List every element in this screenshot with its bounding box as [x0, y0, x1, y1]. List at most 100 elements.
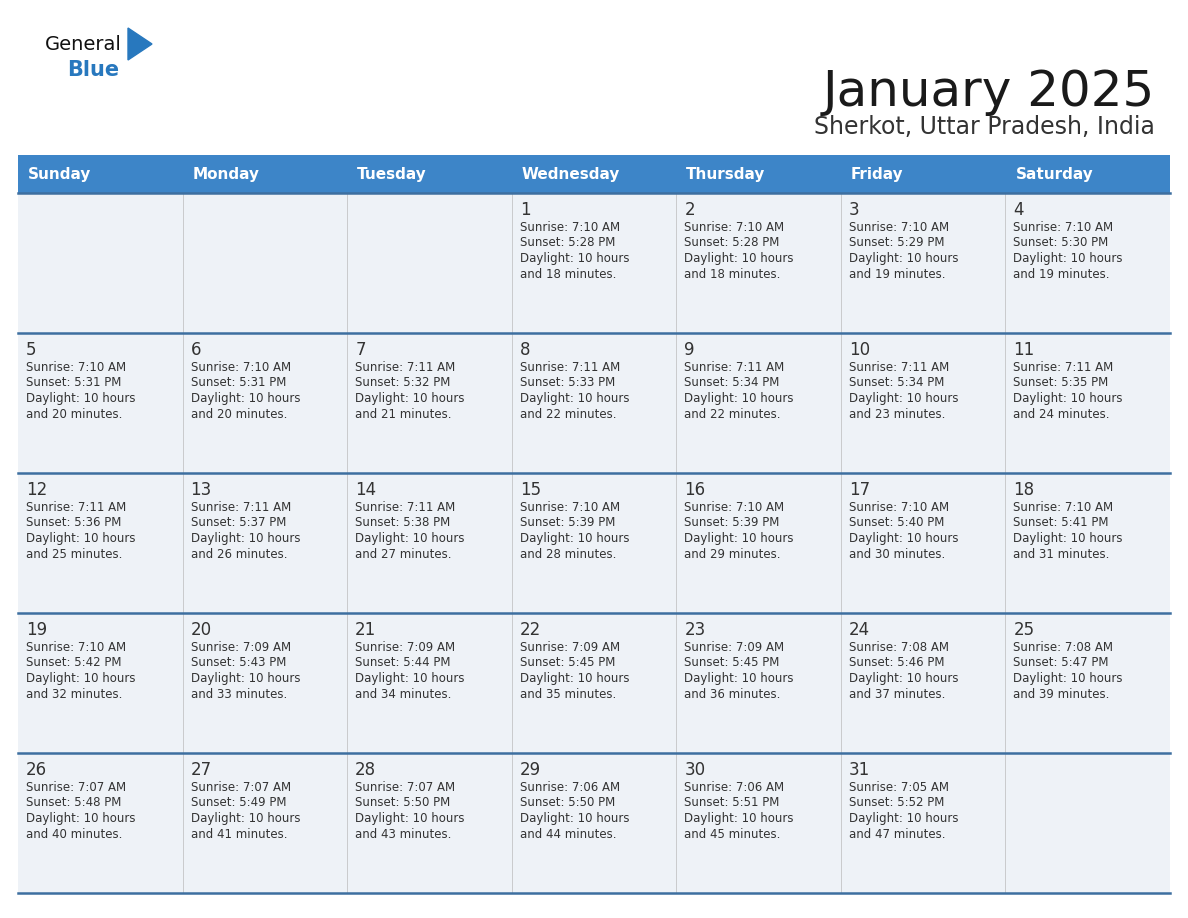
- Text: and 39 minutes.: and 39 minutes.: [1013, 688, 1110, 700]
- Text: Sunrise: 7:06 AM: Sunrise: 7:06 AM: [519, 781, 620, 794]
- Text: 21: 21: [355, 621, 377, 639]
- Text: Sunrise: 7:11 AM: Sunrise: 7:11 AM: [26, 501, 126, 514]
- Text: Sunset: 5:37 PM: Sunset: 5:37 PM: [190, 517, 286, 530]
- Text: Daylight: 10 hours: Daylight: 10 hours: [26, 812, 135, 825]
- Text: Sunrise: 7:07 AM: Sunrise: 7:07 AM: [190, 781, 291, 794]
- Text: and 22 minutes.: and 22 minutes.: [519, 408, 617, 420]
- Text: Sunday: Sunday: [29, 166, 91, 182]
- Text: Sunrise: 7:10 AM: Sunrise: 7:10 AM: [1013, 501, 1113, 514]
- Text: Daylight: 10 hours: Daylight: 10 hours: [190, 672, 301, 685]
- Text: and 19 minutes.: and 19 minutes.: [1013, 267, 1110, 281]
- Text: Sunset: 5:44 PM: Sunset: 5:44 PM: [355, 656, 450, 669]
- Text: and 24 minutes.: and 24 minutes.: [1013, 408, 1110, 420]
- Text: Sunset: 5:32 PM: Sunset: 5:32 PM: [355, 376, 450, 389]
- Bar: [18, 473, 1170, 613]
- Text: and 27 minutes.: and 27 minutes.: [355, 547, 451, 561]
- Text: Sunrise: 7:10 AM: Sunrise: 7:10 AM: [519, 221, 620, 234]
- Text: and 22 minutes.: and 22 minutes.: [684, 408, 781, 420]
- Text: and 18 minutes.: and 18 minutes.: [684, 267, 781, 281]
- Polygon shape: [128, 28, 152, 60]
- Text: Sunset: 5:28 PM: Sunset: 5:28 PM: [519, 237, 615, 250]
- Text: Sunrise: 7:11 AM: Sunrise: 7:11 AM: [849, 361, 949, 374]
- Text: Daylight: 10 hours: Daylight: 10 hours: [26, 532, 135, 545]
- Text: Sunset: 5:45 PM: Sunset: 5:45 PM: [684, 656, 779, 669]
- Text: Sunset: 5:35 PM: Sunset: 5:35 PM: [1013, 376, 1108, 389]
- Text: 23: 23: [684, 621, 706, 639]
- Text: and 33 minutes.: and 33 minutes.: [190, 688, 286, 700]
- Text: Daylight: 10 hours: Daylight: 10 hours: [1013, 672, 1123, 685]
- Text: 12: 12: [26, 481, 48, 499]
- Text: Daylight: 10 hours: Daylight: 10 hours: [190, 532, 301, 545]
- Text: Sunset: 5:31 PM: Sunset: 5:31 PM: [190, 376, 286, 389]
- Text: Daylight: 10 hours: Daylight: 10 hours: [1013, 532, 1123, 545]
- Text: 31: 31: [849, 761, 870, 779]
- Text: Daylight: 10 hours: Daylight: 10 hours: [684, 672, 794, 685]
- Text: Sunset: 5:50 PM: Sunset: 5:50 PM: [355, 797, 450, 810]
- Text: 11: 11: [1013, 341, 1035, 359]
- Text: and 44 minutes.: and 44 minutes.: [519, 827, 617, 841]
- Text: Daylight: 10 hours: Daylight: 10 hours: [684, 392, 794, 405]
- Text: Daylight: 10 hours: Daylight: 10 hours: [1013, 392, 1123, 405]
- Text: Sunrise: 7:10 AM: Sunrise: 7:10 AM: [26, 641, 126, 654]
- Text: and 41 minutes.: and 41 minutes.: [190, 827, 287, 841]
- Text: Sunset: 5:43 PM: Sunset: 5:43 PM: [190, 656, 286, 669]
- Text: and 20 minutes.: and 20 minutes.: [26, 408, 122, 420]
- Text: Sunrise: 7:11 AM: Sunrise: 7:11 AM: [190, 501, 291, 514]
- Bar: [18, 753, 1170, 893]
- Text: Sunrise: 7:07 AM: Sunrise: 7:07 AM: [26, 781, 126, 794]
- Text: Sunrise: 7:05 AM: Sunrise: 7:05 AM: [849, 781, 949, 794]
- Text: 8: 8: [519, 341, 530, 359]
- Bar: [18, 193, 1170, 333]
- Text: Sunset: 5:48 PM: Sunset: 5:48 PM: [26, 797, 121, 810]
- Text: 4: 4: [1013, 201, 1024, 219]
- Text: and 37 minutes.: and 37 minutes.: [849, 688, 946, 700]
- Text: and 35 minutes.: and 35 minutes.: [519, 688, 615, 700]
- Text: Friday: Friday: [851, 166, 904, 182]
- Text: Wednesday: Wednesday: [522, 166, 620, 182]
- Text: 29: 29: [519, 761, 541, 779]
- Text: and 36 minutes.: and 36 minutes.: [684, 688, 781, 700]
- Text: 27: 27: [190, 761, 211, 779]
- Text: and 19 minutes.: and 19 minutes.: [849, 267, 946, 281]
- Text: Sunrise: 7:10 AM: Sunrise: 7:10 AM: [684, 221, 784, 234]
- Text: Daylight: 10 hours: Daylight: 10 hours: [26, 672, 135, 685]
- Text: Daylight: 10 hours: Daylight: 10 hours: [355, 812, 465, 825]
- Text: Sunset: 5:52 PM: Sunset: 5:52 PM: [849, 797, 944, 810]
- Text: and 45 minutes.: and 45 minutes.: [684, 827, 781, 841]
- Text: Sunrise: 7:09 AM: Sunrise: 7:09 AM: [190, 641, 291, 654]
- Text: and 26 minutes.: and 26 minutes.: [190, 547, 287, 561]
- Text: Daylight: 10 hours: Daylight: 10 hours: [355, 532, 465, 545]
- Text: Sunset: 5:28 PM: Sunset: 5:28 PM: [684, 237, 779, 250]
- Text: Daylight: 10 hours: Daylight: 10 hours: [519, 812, 630, 825]
- Text: Sunset: 5:38 PM: Sunset: 5:38 PM: [355, 517, 450, 530]
- Text: 3: 3: [849, 201, 859, 219]
- Text: Sunset: 5:30 PM: Sunset: 5:30 PM: [1013, 237, 1108, 250]
- Text: Daylight: 10 hours: Daylight: 10 hours: [849, 812, 959, 825]
- Text: General: General: [45, 35, 122, 54]
- Text: Daylight: 10 hours: Daylight: 10 hours: [684, 532, 794, 545]
- Text: Sunrise: 7:09 AM: Sunrise: 7:09 AM: [355, 641, 455, 654]
- Text: 20: 20: [190, 621, 211, 639]
- Text: 28: 28: [355, 761, 377, 779]
- Text: 17: 17: [849, 481, 870, 499]
- Text: Daylight: 10 hours: Daylight: 10 hours: [1013, 252, 1123, 265]
- Text: Daylight: 10 hours: Daylight: 10 hours: [849, 252, 959, 265]
- Text: 15: 15: [519, 481, 541, 499]
- Text: Daylight: 10 hours: Daylight: 10 hours: [684, 812, 794, 825]
- Text: Sunset: 5:50 PM: Sunset: 5:50 PM: [519, 797, 615, 810]
- Text: and 32 minutes.: and 32 minutes.: [26, 688, 122, 700]
- Text: Sunrise: 7:10 AM: Sunrise: 7:10 AM: [519, 501, 620, 514]
- Text: Sunrise: 7:08 AM: Sunrise: 7:08 AM: [1013, 641, 1113, 654]
- Text: 6: 6: [190, 341, 201, 359]
- Text: Sunrise: 7:11 AM: Sunrise: 7:11 AM: [355, 361, 455, 374]
- Text: Sunset: 5:49 PM: Sunset: 5:49 PM: [190, 797, 286, 810]
- Text: Sunrise: 7:10 AM: Sunrise: 7:10 AM: [190, 361, 291, 374]
- Text: Thursday: Thursday: [687, 166, 765, 182]
- Text: Sunrise: 7:07 AM: Sunrise: 7:07 AM: [355, 781, 455, 794]
- Bar: [18, 155, 1170, 193]
- Text: Daylight: 10 hours: Daylight: 10 hours: [26, 392, 135, 405]
- Text: Blue: Blue: [67, 60, 119, 80]
- Text: Sunrise: 7:10 AM: Sunrise: 7:10 AM: [26, 361, 126, 374]
- Text: Daylight: 10 hours: Daylight: 10 hours: [519, 252, 630, 265]
- Text: 22: 22: [519, 621, 541, 639]
